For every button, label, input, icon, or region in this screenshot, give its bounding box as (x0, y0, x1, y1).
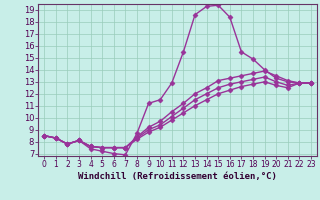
X-axis label: Windchill (Refroidissement éolien,°C): Windchill (Refroidissement éolien,°C) (78, 172, 277, 181)
